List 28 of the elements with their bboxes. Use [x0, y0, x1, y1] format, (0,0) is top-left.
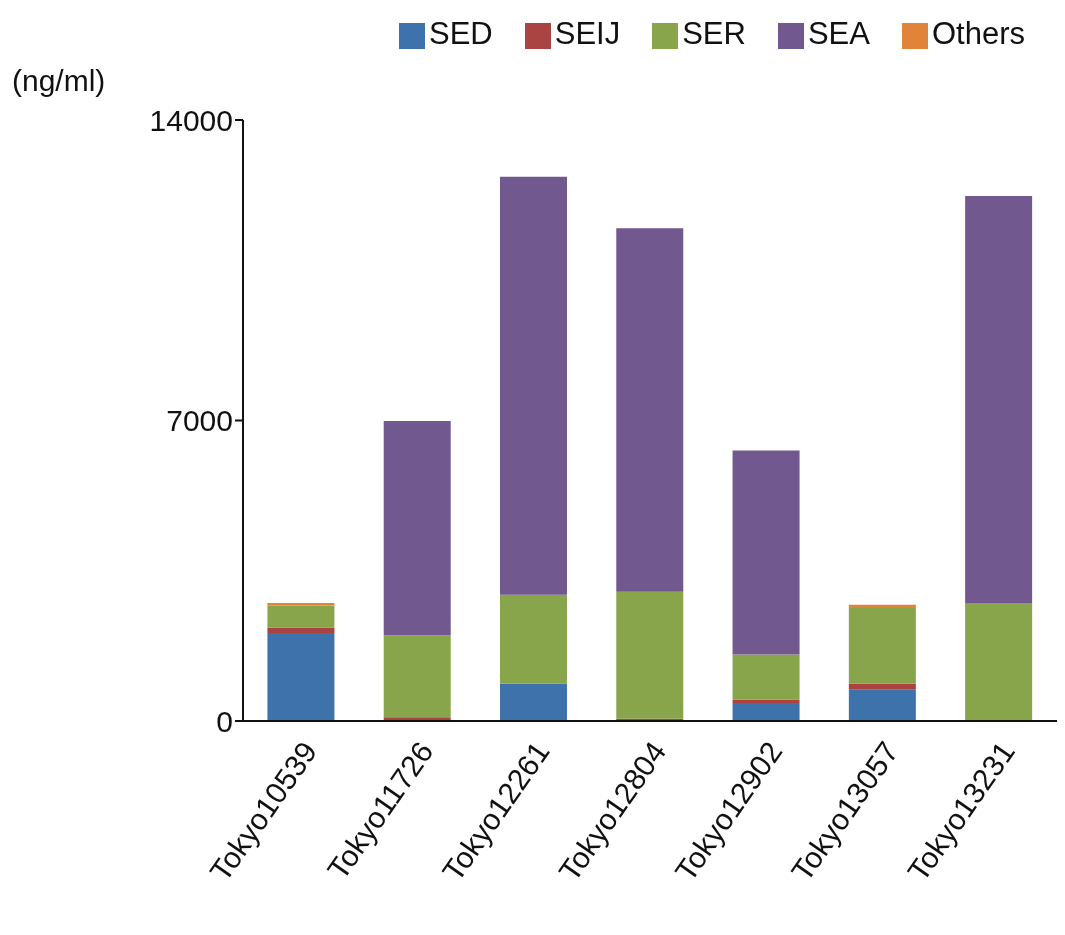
legend-label: SER	[682, 16, 746, 51]
bar	[616, 591, 684, 719]
legend-label: Others	[931, 16, 1025, 51]
bar	[499, 594, 567, 684]
y-tick-label: 0	[216, 704, 233, 738]
bar	[732, 702, 800, 721]
bar	[267, 633, 335, 721]
bar	[965, 195, 1033, 603]
bar	[616, 228, 684, 592]
bar	[965, 602, 1033, 721]
bar	[732, 654, 800, 700]
legend-label: SEIJ	[554, 16, 621, 51]
bar	[732, 450, 800, 655]
bar	[848, 683, 916, 690]
y-tick-label: 7000	[166, 404, 233, 438]
bar	[383, 635, 451, 718]
y-axis-title: (ng/ml)	[12, 64, 106, 98]
bar	[848, 689, 916, 721]
bar	[499, 176, 567, 595]
bar	[267, 627, 335, 633]
bar	[267, 605, 335, 628]
bar	[267, 602, 335, 606]
bar	[848, 608, 916, 684]
y-tick-label: 14000	[149, 103, 233, 137]
bar	[383, 420, 451, 636]
legend-label: SED	[428, 16, 493, 51]
legend-label: SEA	[807, 16, 870, 51]
bar	[499, 683, 567, 721]
